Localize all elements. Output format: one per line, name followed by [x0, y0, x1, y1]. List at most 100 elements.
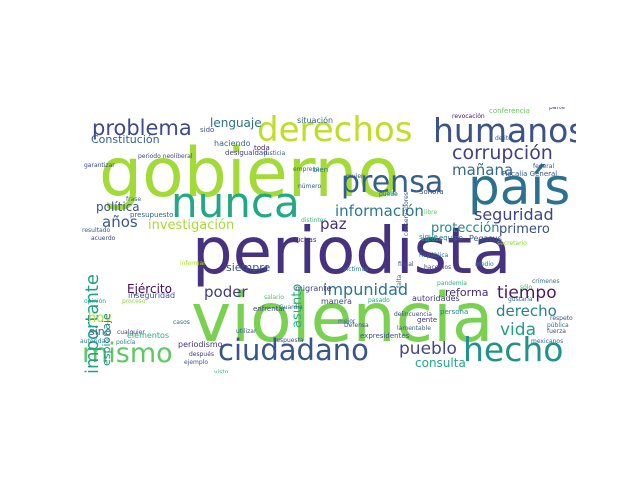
word-libre: libre — [424, 209, 438, 216]
word-migrante: migrante — [295, 284, 332, 293]
word-vida: vida — [500, 320, 536, 340]
word-impunidad: impunidad — [323, 280, 409, 299]
word-lamentable: lamentable — [397, 325, 431, 332]
word-mismo: mismo — [82, 338, 173, 369]
word-federal: federal — [533, 163, 555, 170]
word-publica: pública — [547, 322, 569, 329]
word-poder: poder — [204, 283, 248, 301]
word-situacion: situación — [297, 116, 334, 125]
word-republica: República — [419, 252, 449, 259]
word-conservadores: conservadores — [403, 192, 410, 236]
word-justicia: justicia — [264, 150, 286, 157]
word-policia: policía — [116, 339, 136, 346]
word-corrupcion: corrupción — [452, 142, 553, 164]
word-falta: falta — [396, 274, 403, 289]
word-respeto: respeto — [550, 315, 573, 322]
word-haciendo: haciendo — [214, 139, 251, 148]
word-fiscal: fiscal — [398, 261, 414, 268]
word-derechos: derechos — [257, 110, 413, 150]
word-lenguaje: lenguaje — [210, 116, 262, 130]
word-opinion: opinión — [84, 298, 107, 305]
word-periodo: esposa — [421, 236, 443, 243]
word-desigualdad: desigualdad — [225, 149, 268, 157]
word-acciones: caso — [383, 190, 397, 197]
word-frase: frase — [126, 196, 142, 203]
word-gobierno: gobierno — [99, 134, 400, 213]
word-pueblo: pueblo — [399, 339, 457, 359]
word-reforma: reforma — [445, 286, 489, 299]
word-problema: problema — [92, 116, 192, 140]
word-utilizar: utilizar — [236, 328, 257, 335]
word-prensa: prensa — [341, 165, 444, 200]
word-cual: Guardia — [279, 304, 303, 311]
word-aspecto: secretario — [497, 240, 527, 247]
word-sigue: sigue — [419, 233, 438, 241]
word-hacemos: hacemos — [424, 264, 452, 271]
word-hecho: hecho — [463, 330, 564, 369]
word-elementos: elementos — [127, 331, 170, 340]
word-aparato: pandemia — [437, 280, 467, 287]
word-siempre: siempre — [226, 261, 271, 274]
word-medio: medio — [475, 261, 494, 268]
word-autoridades: autoridades — [412, 294, 460, 303]
word-sino: sino — [89, 325, 112, 338]
word-todo: proceso — [122, 298, 146, 305]
word-numero: número — [298, 183, 322, 190]
word-humanos: humanos — [433, 111, 576, 150]
word-secretario: visto — [214, 369, 229, 374]
word-proteccion: protección — [431, 221, 500, 236]
word-mandato: distintos — [301, 217, 327, 224]
word-defensa: Defensa — [344, 322, 369, 329]
word-persona: persona — [440, 308, 469, 316]
word-parte: parte — [549, 107, 565, 111]
word-nunca: nunca — [171, 178, 300, 227]
word-acuerdo: acuerdo — [91, 235, 116, 242]
word-solo: sólo — [520, 284, 533, 291]
word-manana: mañana — [452, 161, 514, 179]
word-equipo: equipo — [439, 234, 463, 242]
word-distintos: pasado — [368, 297, 390, 304]
word-autoridad: autoridad — [80, 338, 109, 345]
word-fuerza: fuerza — [547, 328, 566, 335]
word-consulta: consulta — [415, 356, 466, 370]
word-seguridad: seguridad — [474, 205, 554, 224]
word-crimenes: crímenes — [532, 278, 560, 285]
word-informar: informar — [180, 260, 206, 267]
word-paz: paz — [320, 215, 347, 233]
word-periodismo: periodismo — [178, 340, 223, 349]
word-fiscalia-general: Fiscalía General — [502, 170, 558, 178]
word-casos: casos — [173, 319, 190, 326]
word-mexicanos: mexicanos — [531, 338, 564, 345]
word-resultado: resultado — [82, 227, 111, 234]
word-gustaria: gustaría — [508, 296, 533, 303]
word-tiempo: tiempo — [497, 283, 557, 303]
word-inseguridad: inseguridad — [128, 291, 176, 300]
word-puede: puede — [379, 191, 398, 198]
word-investigacion: investigación — [148, 218, 235, 233]
word-politica: política — [96, 200, 140, 214]
word-empresa: empresa — [293, 166, 320, 173]
word-cualquier: cualquier — [117, 329, 145, 336]
word-despues: después — [189, 351, 215, 358]
word-enfrentar: enfrentar — [253, 305, 286, 313]
word-sido: sido — [200, 126, 215, 134]
word-manera: manera — [321, 297, 352, 306]
word-expresidentes: expresidentes — [360, 332, 410, 340]
word-pegasus: Pegasus — [469, 234, 502, 243]
word-mujer: mujer — [346, 173, 364, 180]
word-constitucion: Constitución — [91, 133, 160, 146]
word-primero: primero — [499, 222, 550, 237]
word-ejemplo: ejemplo — [184, 359, 209, 366]
word-toda: toda — [254, 144, 270, 152]
word-salario: salario — [264, 294, 284, 301]
word-presupuesto: presupuesto — [130, 211, 174, 219]
word-revocacion: revocación — [452, 113, 485, 120]
word-periodo-neoliberal: periodo neoliberal — [138, 153, 193, 160]
word-visto: mejor — [338, 318, 356, 325]
word-bien: bien — [313, 166, 329, 174]
word-victimas: víctimas — [343, 266, 369, 273]
word-hoy: hoy — [88, 311, 112, 326]
word-muchas: muchas — [289, 236, 317, 244]
word-ejercito: Ejército — [127, 282, 172, 296]
word-violencia: violencia — [191, 279, 494, 358]
